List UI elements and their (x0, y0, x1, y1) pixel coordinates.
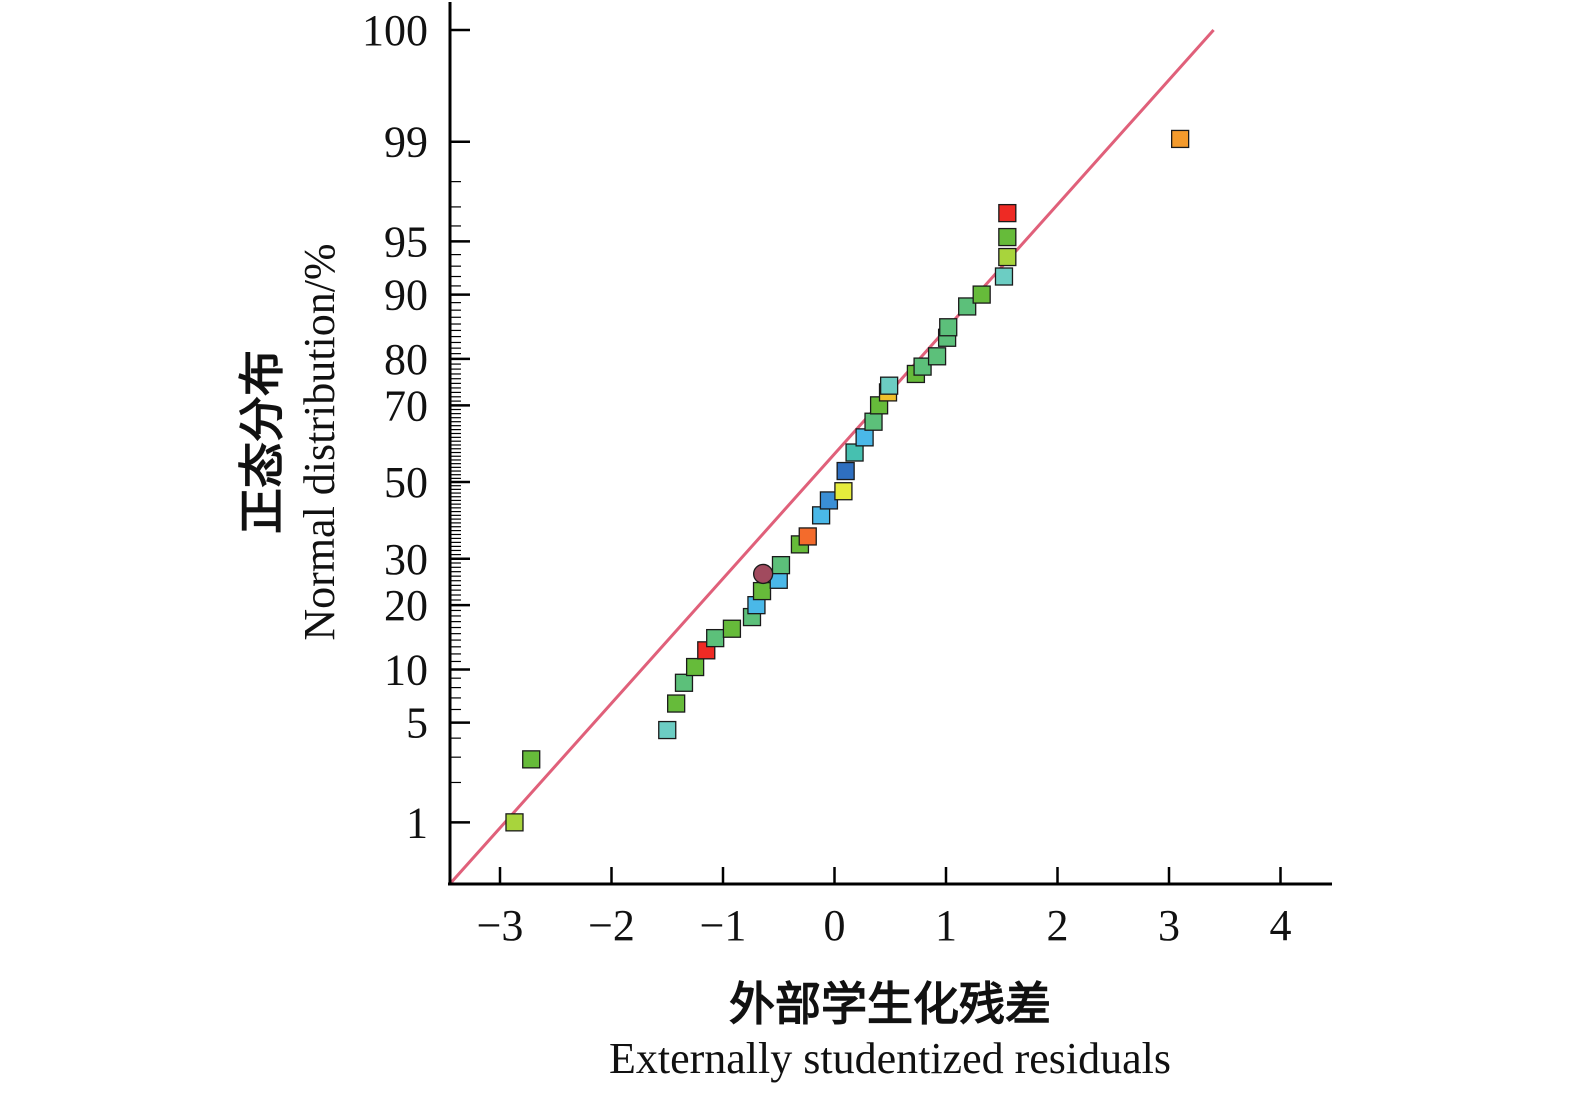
data-point (505, 813, 524, 832)
data-point (994, 267, 1014, 286)
data-point (879, 376, 899, 395)
data-point (706, 628, 725, 648)
x-axis-title-cn: 外部学生化残差 (729, 979, 1051, 1030)
data-point (939, 318, 958, 337)
data-point (836, 461, 855, 481)
y-tick-label: 30 (384, 535, 428, 584)
data-point (1171, 129, 1190, 149)
y-axis-title-cn: 正态分布 (237, 350, 288, 534)
x-tick-label: −2 (588, 901, 635, 950)
x-tick-label: −3 (477, 901, 524, 950)
data-point (845, 443, 864, 462)
data-point (998, 227, 1017, 247)
data-points (505, 129, 1190, 832)
data-point (819, 491, 839, 510)
data-point (998, 247, 1017, 267)
x-tick-label: 1 (935, 901, 957, 950)
y-axis-title: 正态分布 Normal distribution/% (237, 243, 344, 640)
y-tick-label: 5 (406, 699, 428, 748)
y-axis-title-en: Normal distribution/% (295, 243, 344, 640)
data-point (771, 555, 791, 575)
data-point (658, 720, 677, 740)
y-tick-label: 20 (384, 581, 428, 630)
y-tick-label: 90 (384, 271, 428, 320)
data-point (855, 428, 874, 447)
x-tick-label: 3 (1158, 901, 1180, 950)
x-tick-label: 2 (1047, 901, 1069, 950)
y-tick-label: 100 (362, 6, 428, 55)
data-point (722, 619, 742, 638)
data-point (927, 347, 947, 366)
x-axis-title-en: Externally studentized residuals (609, 1034, 1171, 1083)
data-point (972, 285, 991, 304)
data-point (864, 412, 883, 431)
x-tick-label: −1 (700, 901, 747, 950)
x-axis-title: 外部学生化残差 Externally studentized residuals (609, 979, 1171, 1083)
data-point (913, 357, 932, 376)
data-point (958, 297, 977, 316)
y-tick-label: 80 (384, 335, 428, 384)
y-tick-label: 95 (384, 217, 428, 266)
x-ticks: −3 −2 −1 0 1 2 3 4 (477, 867, 1292, 950)
data-point (998, 203, 1017, 223)
data-point (522, 750, 541, 769)
y-tick-label: 50 (384, 458, 428, 507)
data-point (674, 673, 694, 692)
x-tick-label: 4 (1270, 901, 1292, 950)
y-tick-label: 99 (384, 118, 428, 167)
data-point (667, 694, 686, 713)
axes (448, 2, 1332, 886)
y-tick-label: 70 (384, 381, 428, 430)
x-tick-label: 0 (824, 901, 846, 950)
data-point (752, 581, 772, 601)
reference-line (450, 29, 1215, 884)
data-point (798, 527, 817, 546)
data-point (752, 563, 774, 585)
y-tick-label: 1 (406, 798, 428, 847)
data-point (834, 482, 853, 501)
y-tick-label: 10 (384, 646, 428, 695)
data-point (685, 657, 705, 677)
